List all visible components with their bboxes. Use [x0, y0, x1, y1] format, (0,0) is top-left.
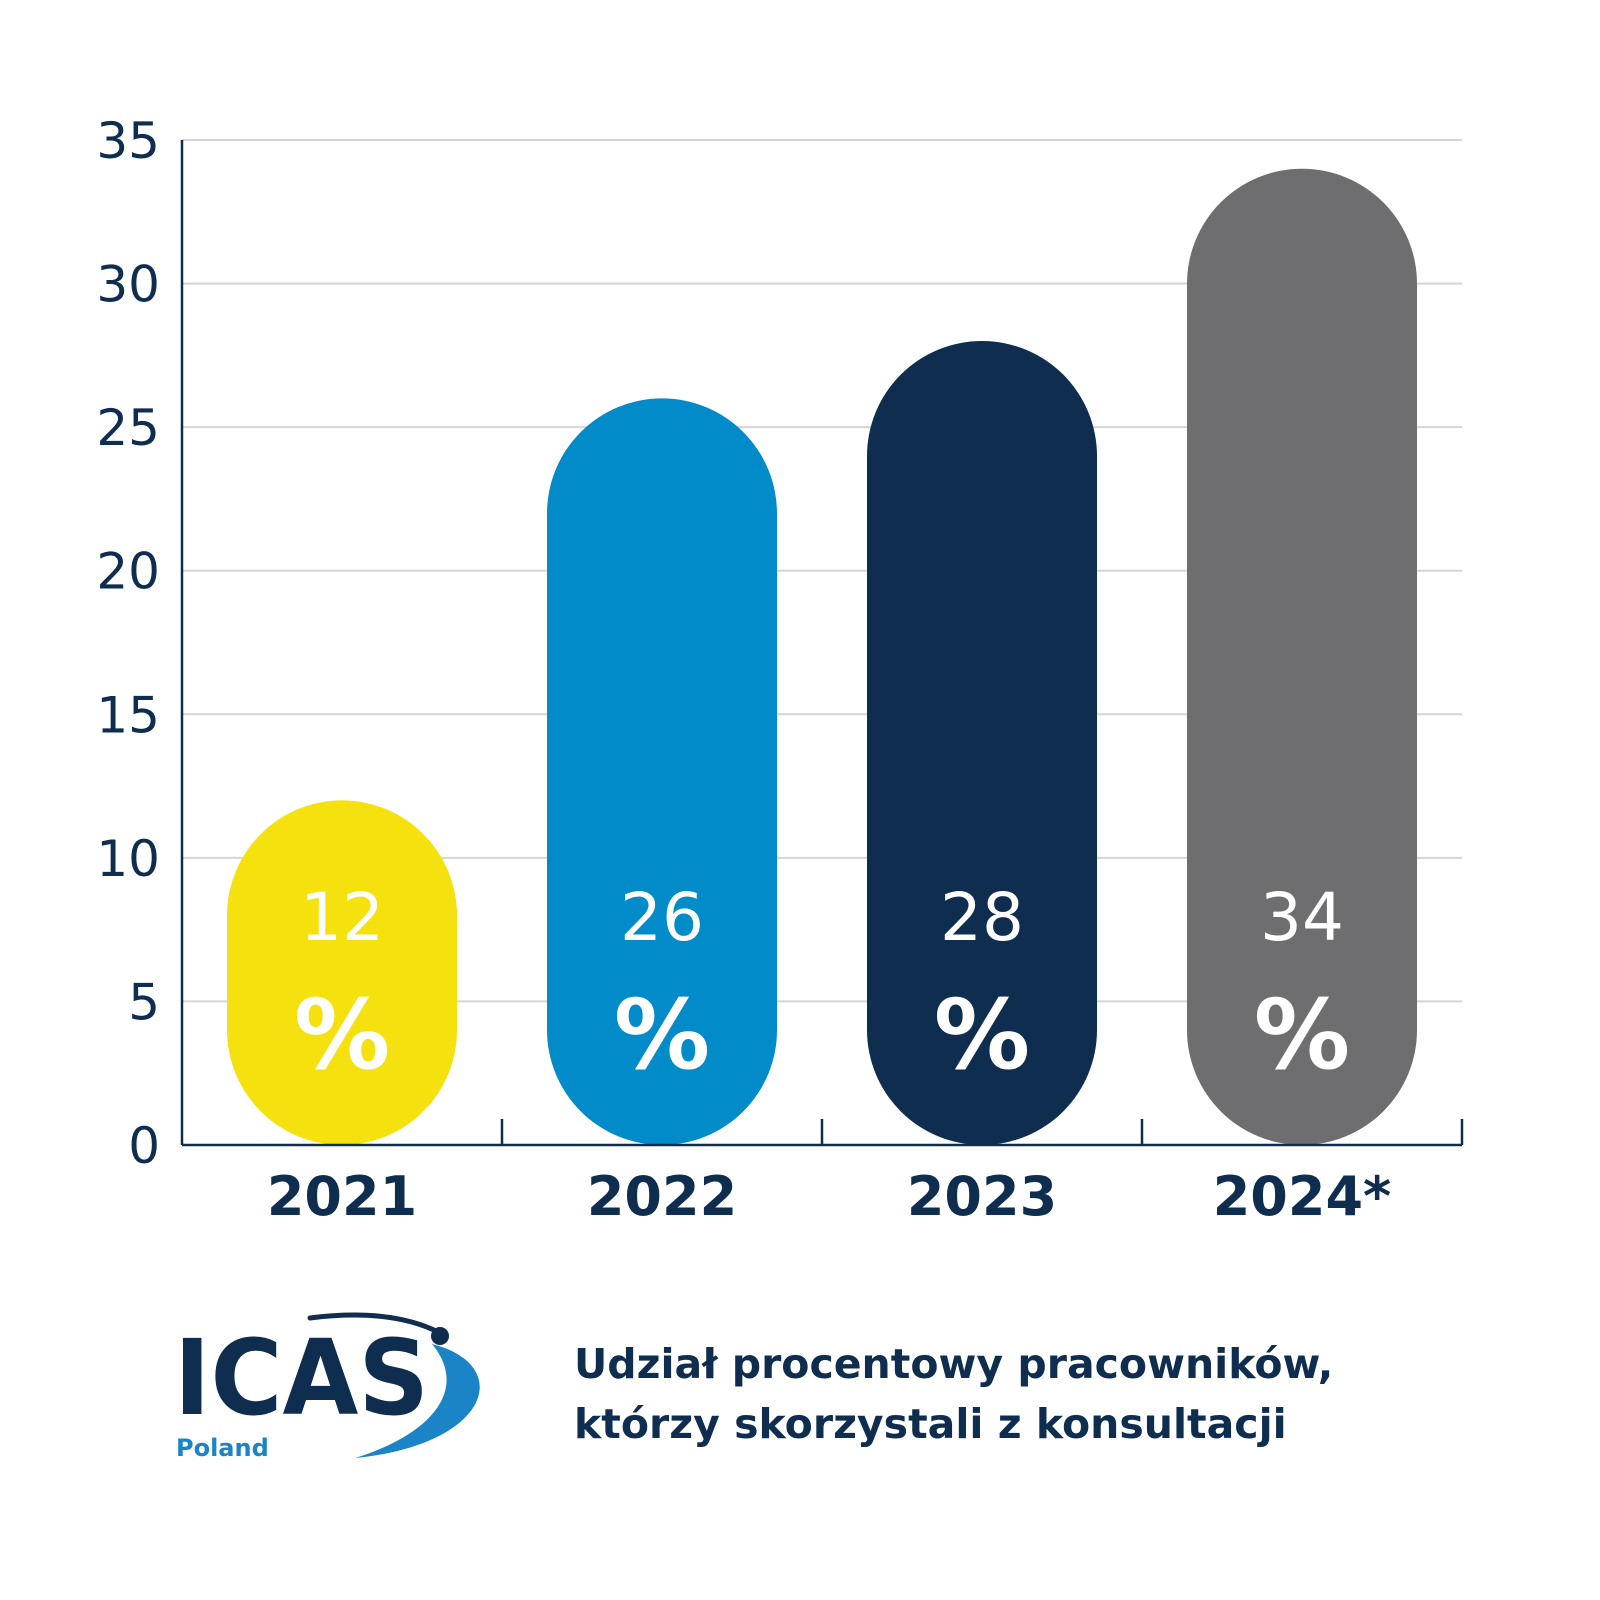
y-tick-label: 25 [96, 399, 160, 457]
y-axis-ticks: 0 5 10 15 20 25 30 35 [96, 112, 160, 1175]
icas-logo: ICAS Poland [170, 1300, 500, 1480]
bar-2021 [227, 800, 457, 1145]
percent-sign-label: % [294, 979, 390, 1091]
bar-value-label: 26 [620, 879, 704, 956]
bar-value-label: 12 [300, 879, 384, 956]
y-tick-label: 5 [128, 973, 160, 1031]
bar-value-label: 28 [940, 879, 1024, 956]
x-axis-ticks: 2021 2022 2023 2024* [267, 1165, 1391, 1228]
caption-line-1: Udział procentowy pracowników, [574, 1340, 1334, 1388]
logo-subtitle: Poland [176, 1434, 269, 1462]
logo-brand-text: ICAS [174, 1317, 429, 1439]
bar-2022 [547, 398, 777, 1145]
y-tick-label: 15 [96, 686, 160, 744]
bar-2024 [1187, 168, 1417, 1145]
x-tick-label: 2023 [907, 1165, 1057, 1228]
logo-swoosh-bottom [355, 1344, 480, 1458]
x-tick-label: 2021 [267, 1165, 417, 1228]
logo-dot [431, 1327, 449, 1345]
bar-chart: 0 5 10 15 20 25 30 35 2021 2022 2023 2024* 12% 26% 2… [96, 112, 1464, 1228]
y-tick-label: 20 [96, 543, 160, 601]
percent-sign-label: % [934, 979, 1030, 1091]
y-tick-label: 35 [96, 112, 160, 170]
x-tick-label: 2022 [587, 1165, 737, 1228]
bar-2023 [867, 341, 1097, 1145]
y-tick-label: 0 [128, 1117, 160, 1175]
chart-caption: Udział procentowy pracowników, którzy sk… [574, 1334, 1574, 1454]
y-tick-label: 30 [96, 256, 160, 314]
percent-sign-label: % [1254, 979, 1350, 1091]
axes [180, 140, 1464, 1147]
caption-line-2: którzy skorzystali z konsultacji [574, 1400, 1287, 1448]
percent-sign-label: % [614, 979, 710, 1091]
x-tick-label: 2024* [1213, 1165, 1392, 1228]
logo-swoosh-top [307, 1312, 441, 1335]
bar-value-label: 34 [1260, 879, 1344, 956]
y-tick-label: 10 [96, 830, 160, 888]
bar-value-labels: 12% 26% 28% 34% [294, 879, 1350, 1091]
bars [227, 168, 1417, 1145]
